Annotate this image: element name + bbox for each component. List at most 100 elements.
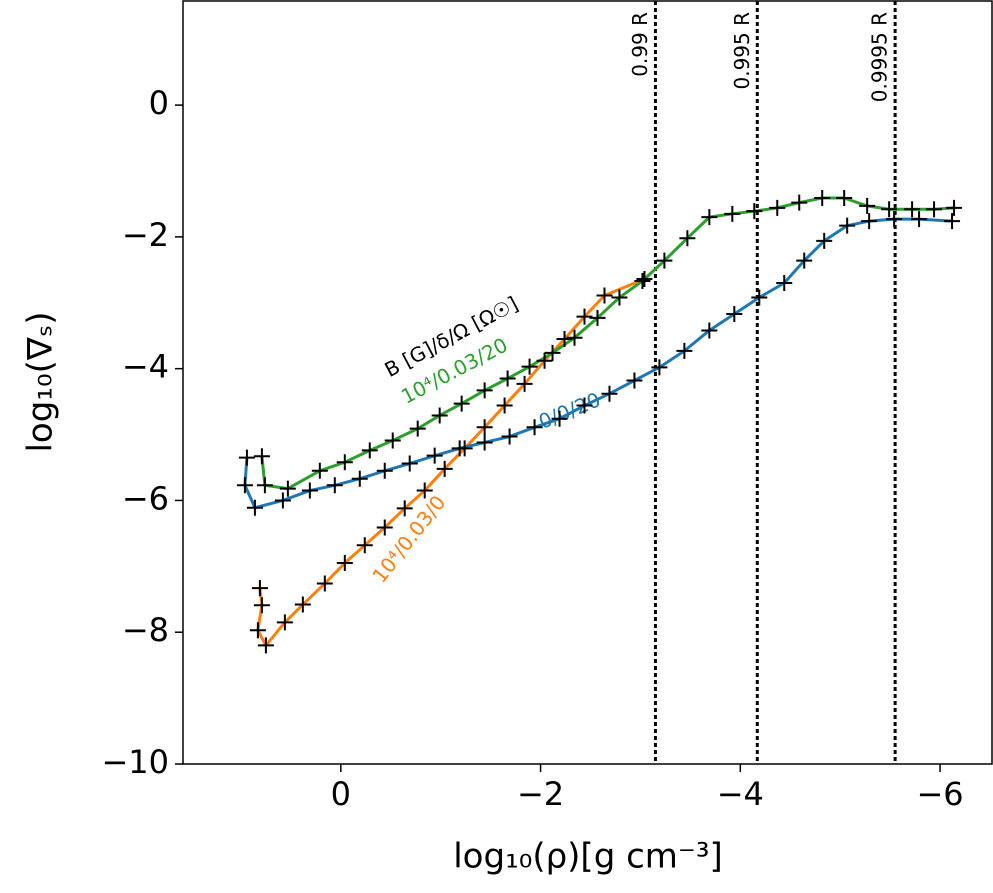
data-marker (626, 372, 643, 389)
data-marker (576, 397, 593, 414)
data-marker (904, 201, 921, 218)
data-marker (544, 344, 561, 361)
data-marker (556, 331, 573, 348)
data-marker (361, 442, 378, 459)
data-marker (791, 194, 808, 211)
data-marker (651, 359, 668, 376)
data-marker (336, 454, 353, 471)
data-marker (274, 492, 291, 509)
data-marker (656, 252, 673, 269)
y-tick-label: 0 (149, 84, 169, 122)
data-marker (796, 252, 813, 269)
data-marker (836, 190, 853, 207)
data-marker (253, 597, 270, 614)
reference-label: 0.99 R (628, 12, 652, 77)
data-marker (769, 199, 786, 216)
data-marker (501, 428, 518, 445)
reference-label: 0.995 R (730, 12, 754, 90)
data-marker (886, 211, 903, 228)
data-marker (724, 205, 741, 222)
data-marker (839, 217, 856, 234)
data-marker (536, 352, 553, 369)
data-marker (476, 434, 493, 451)
data-marker (751, 289, 768, 306)
y-tick-label: −4 (122, 348, 169, 386)
data-marker (426, 447, 443, 464)
data-marker (279, 480, 296, 497)
data-marker (526, 419, 543, 436)
data-marker (566, 329, 583, 346)
data-marker (256, 477, 273, 494)
data-marker (376, 519, 393, 536)
data-marker (776, 275, 793, 292)
data-marker (409, 420, 426, 437)
data-marker (257, 637, 274, 654)
data-marker (416, 482, 433, 499)
data-marker (601, 385, 618, 402)
data-marker (596, 287, 613, 304)
data-marker (676, 342, 693, 359)
data-marker (816, 232, 833, 249)
y-tick-label: −10 (101, 743, 169, 781)
data-marker (376, 462, 393, 479)
series-line (243, 217, 953, 510)
x-tick-label: 0 (331, 775, 351, 813)
data-marker (236, 477, 253, 494)
y-tick-label: −6 (122, 479, 169, 517)
plot-frame (182, 0, 993, 765)
data-marker (451, 440, 468, 457)
data-marker (911, 211, 928, 228)
data-marker (311, 462, 328, 479)
data-marker (611, 289, 628, 306)
series-label: 0/0/20 (535, 387, 604, 433)
data-marker (814, 190, 831, 207)
series-line (260, 196, 955, 491)
data-marker (636, 271, 653, 288)
data-marker (746, 203, 763, 220)
x-tick-label: −2 (517, 775, 564, 813)
data-marker (384, 432, 401, 449)
data-marker (336, 555, 353, 572)
x-tick-label: −4 (717, 775, 764, 813)
data-marker (861, 213, 878, 230)
data-marker (294, 596, 311, 613)
data-marker (634, 273, 651, 290)
x-axis-label: log₁₀(ρ)[g cm⁻³] (453, 837, 723, 877)
data-marker (356, 537, 373, 554)
data-marker (944, 213, 961, 230)
data-marker (431, 407, 448, 424)
data-marker (576, 308, 593, 325)
y-axis-label: log₁₀(∇ₛ) (21, 311, 61, 452)
data-marker (316, 575, 333, 592)
data-marker (926, 201, 943, 218)
data-marker (679, 230, 696, 247)
y-tick-label: −8 (122, 611, 169, 649)
data-marker (589, 309, 606, 326)
x-tick-label: −6 (916, 775, 963, 813)
data-marker (276, 614, 293, 631)
data-marker (726, 305, 743, 322)
data-marker (476, 419, 493, 436)
data-marker (551, 410, 568, 427)
data-marker (326, 477, 343, 494)
data-marker (453, 395, 470, 412)
data-marker (516, 375, 533, 392)
data-marker (251, 580, 268, 597)
data-marker (881, 201, 898, 218)
data-marker (521, 358, 538, 375)
data-marker (701, 209, 718, 226)
data-marker (859, 197, 876, 214)
data-marker (436, 460, 453, 477)
data-marker (476, 382, 493, 399)
data-marker (401, 455, 418, 472)
data-marker (238, 449, 255, 466)
y-tick-label: −2 (122, 216, 169, 254)
data-marker (301, 482, 318, 499)
data-marker (946, 199, 963, 216)
data-marker (249, 622, 266, 639)
reference-label: 0.9995 R (868, 12, 892, 102)
data-marker (499, 370, 516, 387)
data-marker (701, 322, 718, 339)
data-marker (396, 500, 413, 517)
